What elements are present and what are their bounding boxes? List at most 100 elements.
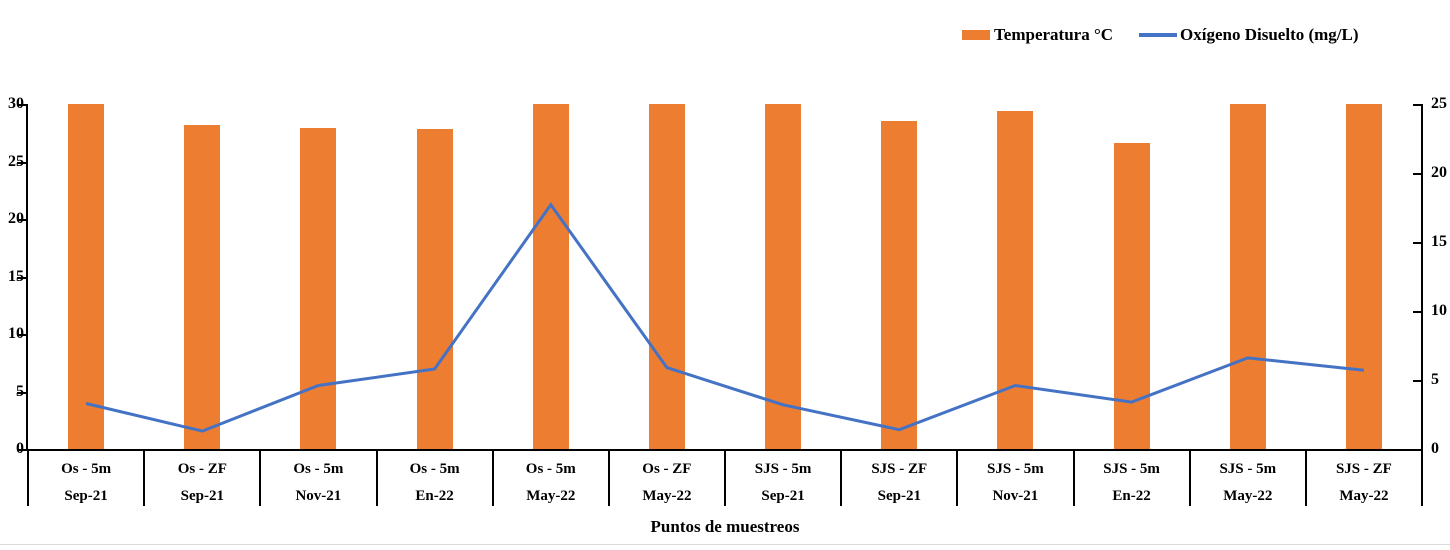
y-axis-left-tick-label: 30 xyxy=(8,95,24,112)
bar-temperatura xyxy=(300,128,337,449)
y-axis-left-tick-label: 10 xyxy=(8,325,24,342)
x-axis-category-cell: Os - 5m Nov-21 xyxy=(260,451,376,507)
category-site-label: SJS - ZF xyxy=(871,461,928,477)
category-separator xyxy=(1421,451,1423,506)
category-period-label: En-22 xyxy=(1112,488,1151,504)
y-axis-right-tickmark xyxy=(1413,380,1421,382)
category-separator xyxy=(143,451,146,506)
x-axis-title: Puntos de muestreos xyxy=(650,517,800,536)
bar-temperatura xyxy=(1113,143,1150,449)
y-axis-right-tick-label: 15 xyxy=(1431,233,1447,250)
category-period-label: En-22 xyxy=(415,488,454,504)
chart-legend: Temperatura °C Oxígeno Disuelto (mg/L) xyxy=(962,22,1359,48)
category-separator xyxy=(956,451,959,506)
category-site-label: Os - 5m xyxy=(61,461,112,477)
x-axis-category-cell: SJS - ZF Sep-21 xyxy=(841,451,957,507)
x-axis-category-cell: Os - 5m May-22 xyxy=(493,451,609,507)
category-separator xyxy=(259,451,262,506)
category-site-label: SJS - 5m xyxy=(754,461,812,477)
y-axis-right-tickmark xyxy=(1413,104,1421,106)
bar-temperatura xyxy=(416,129,453,449)
x-axis-category-cell: SJS - 5m En-22 xyxy=(1074,451,1190,507)
bar-temperatura xyxy=(648,104,685,449)
category-site-label: Os - 5m xyxy=(525,461,576,477)
category-period-label: May-22 xyxy=(1339,488,1389,504)
legend-label-oxigeno: Oxígeno Disuelto (mg/L) xyxy=(1180,25,1359,44)
legend-bar-swatch-icon xyxy=(962,30,990,40)
y-axis-left-tickmark xyxy=(17,104,26,106)
category-period-label: Sep-21 xyxy=(180,488,224,504)
category-separator xyxy=(1188,451,1191,506)
bar-temperatura xyxy=(532,104,569,449)
y-axis-left-tick-label: 0 xyxy=(16,440,24,457)
y-axis-left-tickmark xyxy=(17,391,26,394)
y-axis-right-tickmark xyxy=(1413,311,1421,313)
category-period-label: May-22 xyxy=(1223,488,1273,504)
legend-item-temperatura: Temperatura °C xyxy=(962,22,1113,48)
category-separator xyxy=(840,451,843,506)
x-axis-category-cell: Os - ZF May-22 xyxy=(609,451,725,507)
y-axis-right-tick-label: 0 xyxy=(1431,440,1439,457)
category-site-label: SJS - 5m xyxy=(987,461,1044,477)
bar-temperatura xyxy=(765,104,802,449)
category-separator xyxy=(375,451,378,506)
y-axis-left-tickmark xyxy=(17,161,26,164)
category-separator xyxy=(724,451,726,506)
category-separator xyxy=(27,451,29,506)
category-period-label: Sep-21 xyxy=(64,488,108,504)
x-axis-category-cell: SJS - 5m Nov-21 xyxy=(957,451,1073,507)
category-period-label: Sep-21 xyxy=(761,488,805,504)
y-axis-left-tickmark xyxy=(17,276,26,279)
y-axis-right-tickmark xyxy=(1413,242,1421,244)
category-site-label: Os - ZF xyxy=(642,461,692,477)
category-period-label: Sep-21 xyxy=(877,488,921,504)
x-axis-category-cell: SJS - 5m May-22 xyxy=(1190,451,1306,507)
category-site-label: Os - 5m xyxy=(293,461,344,477)
x-axis-category-cell: Os - ZF Sep-21 xyxy=(144,451,260,507)
y-axis-left-tick-label: 25 xyxy=(8,152,24,170)
category-site-label: SJS - 5m xyxy=(1103,461,1160,477)
bar-temperatura xyxy=(997,110,1034,449)
bar-temperatura xyxy=(68,104,105,449)
y-axis-right-tick-label: 25 xyxy=(1431,95,1447,112)
category-period-label: May-22 xyxy=(642,488,692,504)
bar-temperatura xyxy=(1345,104,1382,449)
bar-temperatura xyxy=(184,124,221,449)
y-axis-right-line xyxy=(1421,104,1423,451)
y-axis-left-tickmark xyxy=(17,219,26,221)
category-period-label: Nov-21 xyxy=(992,488,1039,504)
x-axis-category-cell: SJS - 5m Sep-21 xyxy=(725,451,841,507)
y-axis-right-tickmark xyxy=(1413,173,1421,175)
category-period-label: May-22 xyxy=(526,488,576,504)
y-axis-right-tick-label: 10 xyxy=(1431,302,1447,319)
x-axis-line xyxy=(26,449,1423,451)
category-site-label: SJS - ZF xyxy=(1335,461,1392,477)
y-axis-right-tickmark xyxy=(1413,449,1421,451)
oxigeno-line-path xyxy=(85,202,1365,433)
bar-temperatura xyxy=(1229,104,1266,449)
x-axis-category-cell: SJS - ZF May-22 xyxy=(1306,451,1422,507)
y-axis-left-tick-label: 15 xyxy=(8,267,24,285)
x-axis-category-cell: Os - 5m En-22 xyxy=(377,451,493,507)
y-axis-left-tickmark xyxy=(17,449,26,451)
category-site-label: SJS - 5m xyxy=(1219,461,1277,477)
y-axis-left-tick-label: 5 xyxy=(16,382,24,400)
y-axis-right-tick-label: 20 xyxy=(1431,164,1447,181)
legend-line-swatch-icon xyxy=(1139,33,1178,37)
category-separator xyxy=(1304,451,1307,506)
category-site-label: Os - ZF xyxy=(177,461,227,477)
legend-item-oxigeno: Oxígeno Disuelto (mg/L) xyxy=(1139,22,1359,48)
y-axis-left-tickmark xyxy=(17,334,26,336)
category-separator xyxy=(491,451,494,506)
bar-temperatura xyxy=(881,121,918,450)
x-axis-category-cell: Os - 5m Sep-21 xyxy=(28,451,144,507)
y-axis-right-tick-label: 5 xyxy=(1431,371,1439,388)
bottom-divider xyxy=(0,544,1450,545)
category-separator xyxy=(607,451,610,506)
legend-label-temperatura: Temperatura °C xyxy=(994,25,1114,44)
category-site-label: Os - 5m xyxy=(409,461,460,477)
category-period-label: Nov-21 xyxy=(295,488,342,504)
y-axis-left-tick-label: 20 xyxy=(8,210,24,227)
y-axis-left-line xyxy=(26,104,28,451)
